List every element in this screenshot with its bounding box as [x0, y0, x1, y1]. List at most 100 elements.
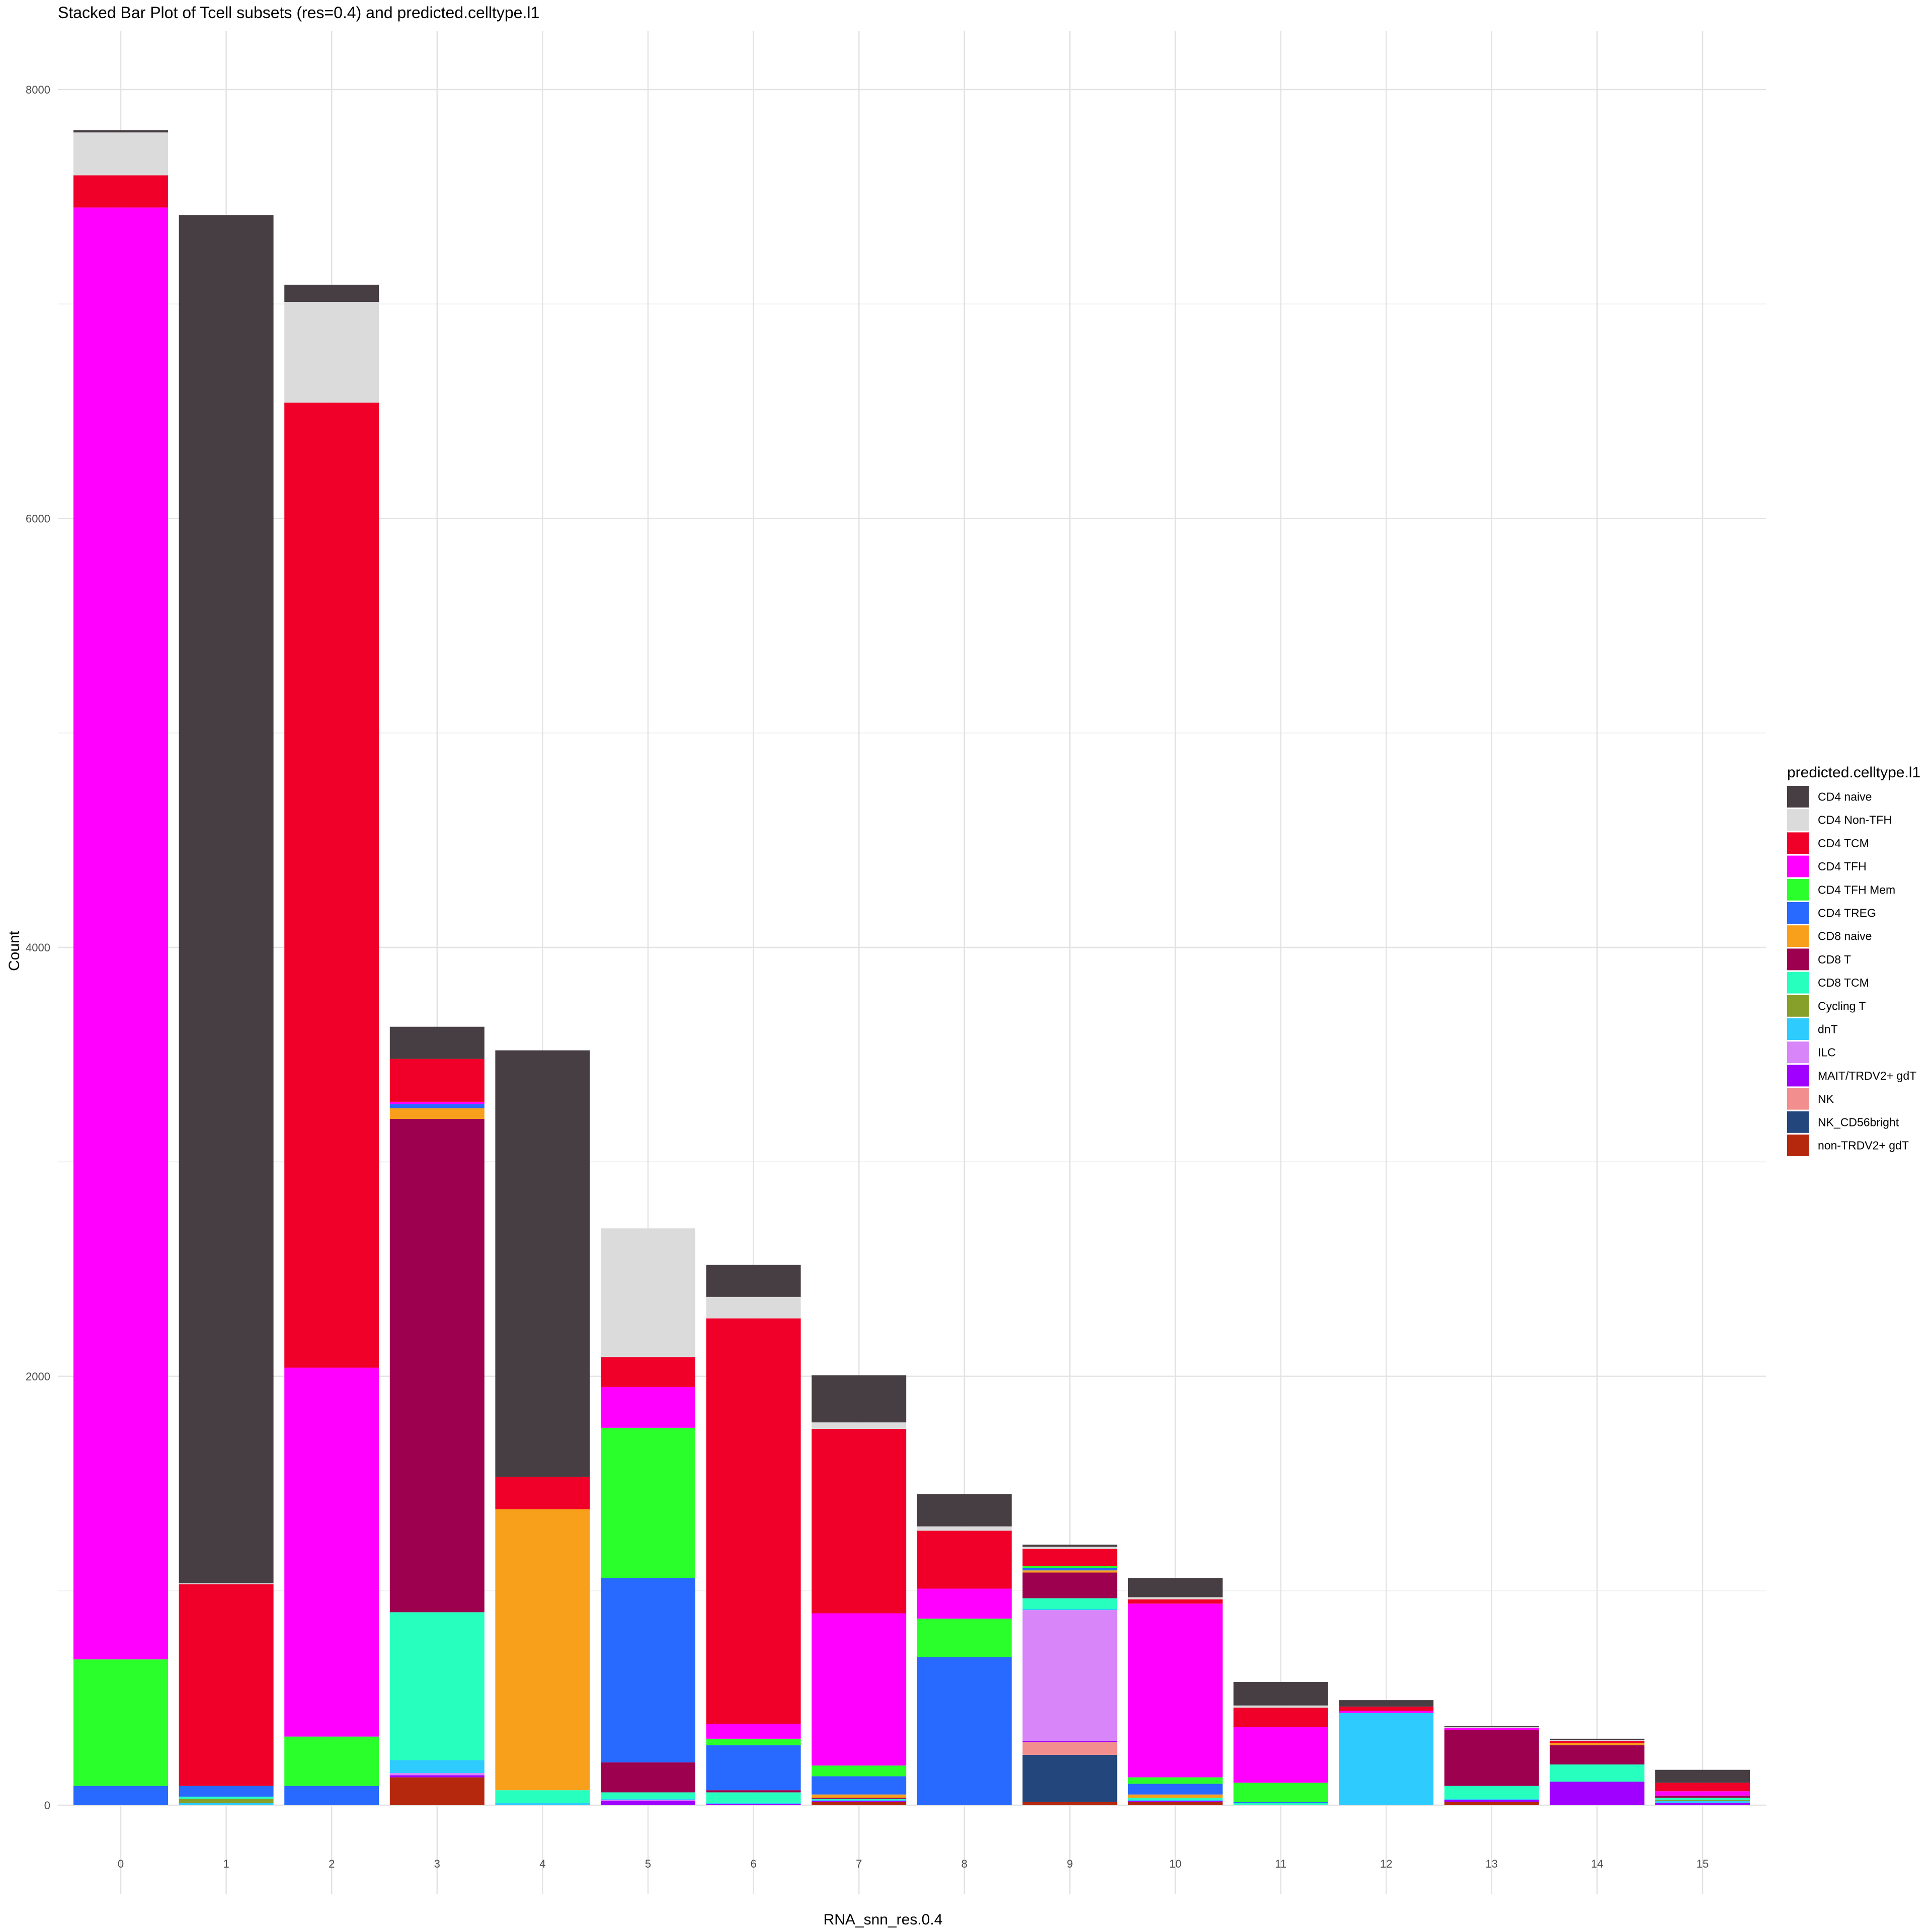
legend-label: CD8 T [1818, 953, 1851, 966]
legend-key [1787, 995, 1809, 1017]
x-tick-label: 3 [434, 1858, 440, 1870]
bar-segment [1444, 1786, 1539, 1799]
bar-segment [179, 1796, 274, 1799]
bar-segment [601, 1578, 695, 1762]
bar-segment [812, 1801, 907, 1802]
x-tick-label: 8 [961, 1858, 968, 1870]
bar-segment [1550, 1739, 1645, 1741]
bar-segment [1550, 1738, 1645, 1740]
y-axis-title: Count [6, 930, 23, 971]
bar-segment [1339, 1711, 1434, 1713]
x-tick-label: 0 [118, 1858, 124, 1870]
x-tick-label: 10 [1169, 1858, 1181, 1870]
bar-segment [179, 1786, 274, 1797]
bar-segment [601, 1800, 695, 1801]
x-axis-title: RNA_snn_res.0.4 [824, 1911, 943, 1928]
bar-segment [1128, 1798, 1223, 1800]
legend-key [1787, 925, 1809, 947]
bar-segment [1128, 1597, 1223, 1599]
bar-segment [1128, 1784, 1223, 1795]
x-tick-label: 1 [223, 1858, 229, 1870]
bar-segment [389, 1108, 485, 1119]
bar-segment [601, 1762, 695, 1793]
bar-segment [1655, 1769, 1750, 1783]
bar-segment [1022, 1610, 1117, 1741]
bar-segment [1550, 1745, 1645, 1765]
bar-segment [73, 1659, 168, 1786]
y-tick-label: 0 [44, 1799, 50, 1812]
bar-segment [1444, 1799, 1539, 1800]
bar-segment [917, 1531, 1012, 1589]
bar-segment [1444, 1800, 1539, 1802]
bar-segment [812, 1802, 907, 1805]
bar-segment [179, 1583, 274, 1584]
bar-segment [601, 1228, 695, 1357]
bar-segment [1550, 1782, 1645, 1805]
bar-segment [1444, 1726, 1539, 1727]
x-tick-label: 11 [1275, 1858, 1286, 1870]
legend-label: CD4 TCM [1818, 837, 1869, 850]
bar-segment [1022, 1741, 1117, 1742]
bar-segment [1550, 1741, 1645, 1743]
bar-segment [284, 1736, 379, 1786]
bar-segment [1022, 1572, 1117, 1598]
bar-segment [284, 1786, 379, 1805]
bar-segment [706, 1803, 801, 1804]
bar-segment [812, 1798, 907, 1799]
legend-label: CD8 TCM [1818, 976, 1869, 989]
bar-segment [1444, 1730, 1539, 1786]
x-tick-label: 5 [645, 1858, 651, 1870]
x-tick-label: 14 [1591, 1858, 1603, 1870]
legend-key [1787, 832, 1809, 854]
x-tick-label: 13 [1486, 1858, 1498, 1870]
bar-segment [1655, 1798, 1750, 1800]
bar-segment [1022, 1547, 1117, 1549]
bar-segment [389, 1612, 485, 1760]
bar-segment [284, 284, 379, 302]
legend-key [1787, 948, 1809, 971]
legend-label: CD4 TFH Mem [1818, 883, 1895, 896]
legend-key [1787, 972, 1809, 994]
bar-segment [495, 1790, 590, 1803]
bar-segment [284, 1367, 379, 1737]
bar-segment [706, 1724, 801, 1739]
x-tick-label: 15 [1697, 1858, 1709, 1870]
bar-segment [179, 1799, 274, 1803]
bar-segment [706, 1738, 801, 1745]
bar-segment [73, 1786, 168, 1805]
bar-segment [706, 1790, 801, 1793]
legend-key [1787, 786, 1809, 808]
bar-segment [601, 1357, 695, 1387]
bar-segment [495, 1477, 590, 1509]
x-tick-label: 9 [1067, 1858, 1073, 1870]
bar-segment [706, 1264, 801, 1297]
bar-segment [812, 1765, 907, 1777]
bar-segment [1233, 1802, 1328, 1803]
x-tick-label: 7 [856, 1858, 862, 1870]
legend-key [1787, 1111, 1809, 1133]
legend-label: Cycling T [1818, 999, 1866, 1012]
bar-segment [812, 1613, 907, 1766]
bar-segment [179, 215, 274, 1583]
legend-label: dnT [1818, 1023, 1838, 1036]
legend-key [1787, 1088, 1809, 1110]
bar-segment [389, 1026, 485, 1059]
bar-segment [1128, 1777, 1223, 1784]
legend-key [1787, 1041, 1809, 1064]
y-tick-label: 4000 [26, 941, 50, 954]
bar-segment [1550, 1764, 1645, 1782]
bar-segment [389, 1760, 485, 1774]
legend-key [1787, 1065, 1809, 1087]
bar-segment [706, 1318, 801, 1724]
bar-segment [179, 1584, 274, 1786]
legend-key [1787, 1135, 1809, 1156]
legend-title: predicted.celltype.l1 [1787, 764, 1920, 781]
bar-segment [1022, 1570, 1117, 1573]
legend-key [1787, 878, 1809, 901]
bar-segment [1655, 1803, 1750, 1805]
bar-segment [1022, 1802, 1117, 1805]
bar-segment [1022, 1754, 1117, 1802]
legend-key [1787, 855, 1809, 877]
bar-segment [1022, 1608, 1117, 1611]
legend: predicted.celltype.l1 CD4 naive CD4 Non-T… [1787, 764, 1920, 1156]
